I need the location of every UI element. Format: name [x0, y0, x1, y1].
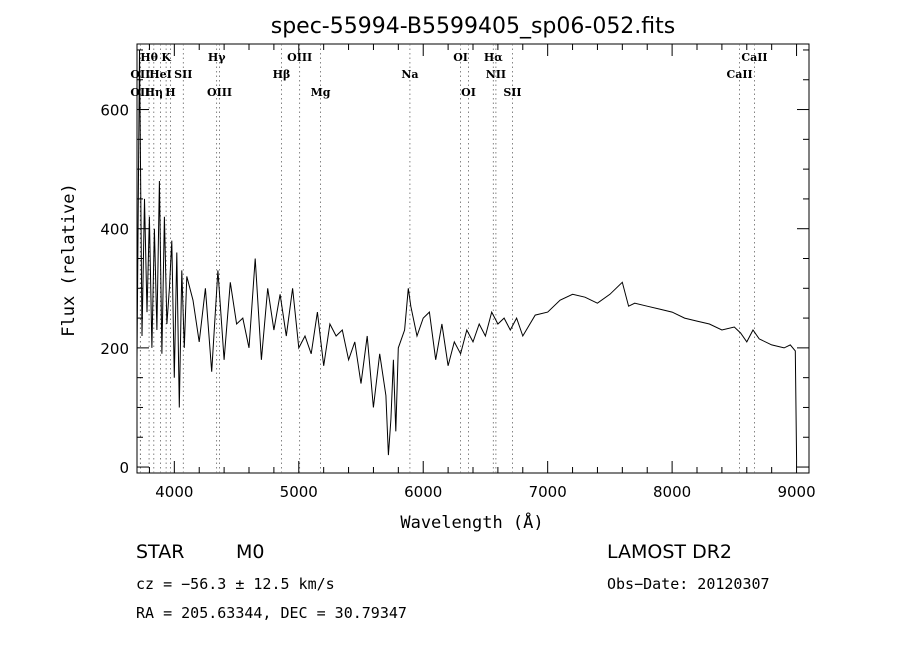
x-axis-label: Wavelength (Å) [400, 511, 543, 533]
y-axis-label: Flux (relative) [59, 183, 79, 337]
x-tick-label: 4000 [155, 483, 193, 501]
plot-frame [136, 43, 810, 474]
spectral-line-label: Hα [484, 51, 503, 64]
x-tick-label: 7000 [529, 483, 567, 501]
spectral-line-label: Hβ [273, 68, 291, 81]
axis-ticks: 4000 5000 6000 7000 8000 9000 0 200 400 600 [100, 44, 816, 501]
spectral-line-label: OIII [287, 51, 312, 64]
x-tick-label: 5000 [280, 483, 318, 501]
coordinates: RA = 205.63344, DEC = 30.79347 [136, 604, 407, 622]
spectral-line-label: Hθ [140, 51, 158, 64]
x-tick-label: 8000 [653, 483, 691, 501]
spectral-line-label: H [165, 86, 175, 99]
spectral-line-label: Mg [311, 86, 331, 99]
spectral-line-label: SII [503, 86, 521, 99]
x-tick-label: 6000 [404, 483, 442, 501]
y-tick-label: 600 [100, 102, 129, 120]
redshift-velocity: cz = −56.3 ± 12.5 km/s [136, 575, 335, 593]
spectral-line-label: SII [174, 68, 192, 81]
spectral-line-label: K [161, 51, 171, 64]
spectral-line-label: HeI [149, 68, 172, 81]
spectral-line-label: Na [401, 68, 418, 81]
spectrum-line [136, 49, 798, 462]
spectral-line-label: OII [130, 68, 150, 81]
spectral-line-label: OIII [207, 86, 232, 99]
observation-date: Obs−Date: 20120307 [607, 575, 770, 593]
y-tick-label: 0 [119, 459, 129, 477]
x-tick-label: 9000 [777, 483, 815, 501]
spectral-line-label: Hγ [208, 51, 226, 64]
spectral-line-label: OI [453, 51, 468, 64]
spectral-line-label: CaII [726, 68, 752, 81]
object-class: STAR [136, 541, 185, 563]
y-tick-label: 400 [100, 221, 129, 239]
spectral-line-label: OI [461, 86, 476, 99]
plot-border [136, 43, 810, 474]
spectral-line-label: CaII [741, 51, 767, 64]
chart-title: spec-55994-B5599405_sp06-052.fits [271, 14, 676, 39]
spectral-line-label: Hη [145, 86, 163, 99]
spectrum-series [136, 49, 798, 462]
y-tick-label: 200 [100, 340, 129, 358]
spectral-line-label: NII [486, 68, 506, 81]
survey-name: LAMOST DR2 [607, 541, 732, 563]
object-subclass: M0 [236, 541, 265, 563]
